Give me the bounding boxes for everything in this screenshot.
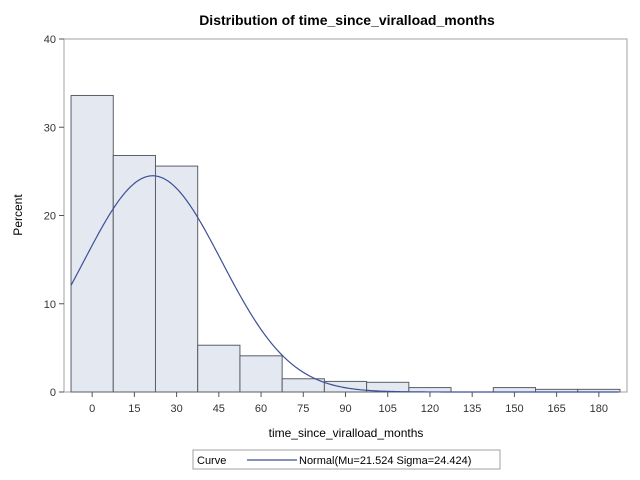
normal-curve	[70, 175, 619, 393]
x-tick-label: 135	[463, 403, 481, 415]
x-tick-label: 165	[547, 403, 565, 415]
x-tick-label: 90	[339, 403, 351, 415]
x-axis-ticks: 0 15 30 45 60 75 90 105 120 135 150 165 180	[89, 392, 608, 415]
histogram-bar-1	[112, 154, 156, 393]
legend-title: Curve	[197, 455, 226, 467]
x-tick-label: 180	[590, 403, 608, 415]
histogram-bar-10	[492, 387, 537, 393]
legend-entry: Normal(Mu=21.524 Sigma=24.424)	[299, 455, 471, 467]
x-tick-label: 15	[128, 403, 140, 415]
y-tick-label: 20	[44, 211, 56, 223]
y-tick-label: 40	[44, 34, 56, 46]
x-tick-label: 30	[170, 403, 182, 415]
y-tick-label: 0	[50, 387, 56, 399]
histogram-bar-6	[323, 380, 368, 393]
legend: Curve Normal(Mu=21.524 Sigma=24.424)	[192, 449, 501, 470]
legend-box	[192, 449, 501, 470]
y-tick-label: 10	[44, 299, 56, 311]
y-axis-ticks: 0 10 20 30 40	[44, 34, 64, 399]
x-tick-label: 45	[213, 403, 225, 415]
chart-title: Distribution of time_since_viralload_mon…	[199, 12, 495, 28]
x-tick-label: 60	[255, 403, 267, 415]
y-axis-label: Percent	[11, 194, 25, 236]
x-tick-label: 75	[297, 403, 309, 415]
histogram-bar-2	[154, 165, 199, 393]
x-tick-label: 150	[505, 403, 523, 415]
x-tick-label: 105	[379, 403, 397, 415]
bars	[70, 94, 621, 393]
histogram-bar-0	[70, 94, 114, 393]
y-tick-label: 30	[44, 122, 56, 134]
histogram-bar-5	[281, 378, 325, 393]
histogram-bar-4	[239, 355, 283, 393]
x-axis-label: time_since_viralload_months	[269, 426, 424, 440]
x-tick-label: 0	[89, 403, 95, 415]
x-tick-label: 120	[421, 403, 439, 415]
histogram-bar-3	[197, 344, 241, 393]
